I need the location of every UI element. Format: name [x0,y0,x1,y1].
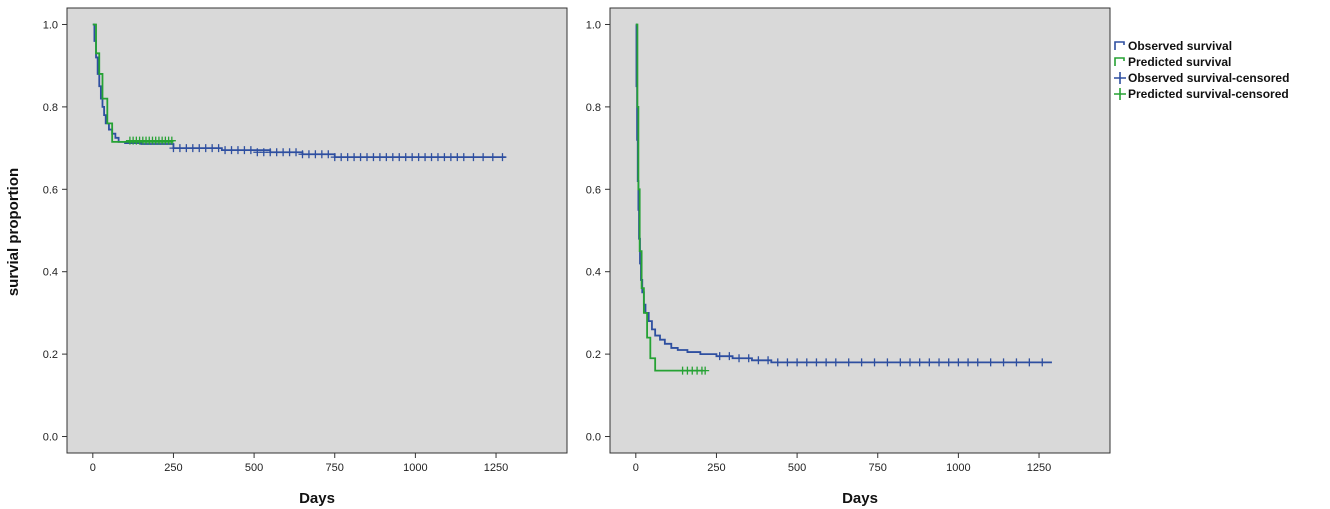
left-y-tick-label-0.6: 0.6 [43,184,58,196]
censored-point [292,148,301,157]
legend-label: Observed survival [1128,39,1232,53]
censored-point [857,358,866,367]
right-observed-survival-line [635,23,1052,364]
left-y-tick-label-0.4: 0.4 [43,267,58,279]
legend-label: Predicted survival [1128,55,1231,69]
censored-point [844,358,853,367]
left-y-tick-label-0.8: 0.8 [43,102,58,114]
right-x-tick-label-500: 500 [788,462,806,474]
legend-symbol [1114,88,1126,100]
left-x-tick-label-750: 750 [326,462,344,474]
right-x-tick-label-250: 250 [707,462,725,474]
left-predicted-censored-marks [125,136,176,145]
censored-point [764,356,773,365]
censored-point [954,358,963,367]
censored-point [915,358,924,367]
censored-point [1038,358,1047,367]
left-x-tick-label-0: 0 [90,462,96,474]
censored-point [214,144,223,153]
censored-point [802,358,811,367]
left-plot-area [66,7,568,454]
censored-point [1025,358,1034,367]
censored-point [459,153,468,162]
left-x-tick-label-1000: 1000 [403,462,427,474]
censored-point [167,136,176,145]
right-y-tick-label-0.4: 0.4 [586,267,601,279]
right-x-tick-label-1250: 1250 [1027,462,1051,474]
right-y-tick-label-1.0: 1.0 [586,19,601,31]
legend-symbol [1114,57,1125,66]
censored-point [498,153,507,162]
right-survival-chart: 0 250 500 750 1000 1250 0.0 0.2 0.4 0.6 0.8 1.0 Day… [586,7,1111,507]
legend-symbol [1114,72,1126,84]
left-x-axis-label: Days [299,490,335,507]
left-y-tick-label-1.0: 1.0 [43,19,58,31]
censored-point [479,153,488,162]
censored-point [783,358,792,367]
right-x-axis-label: Days [842,490,878,507]
censored-point [999,358,1008,367]
left-y-tick-label-0.0: 0.0 [43,432,58,444]
censored-point [973,358,982,367]
censored-point [935,358,944,367]
censored-point [870,358,879,367]
right-y-tick-label-0.6: 0.6 [586,184,601,196]
censored-point [246,146,255,155]
censored-point [883,358,892,367]
right-x-tick-label-1000: 1000 [946,462,970,474]
censored-point [701,366,710,375]
censored-point [773,358,782,367]
legend-label: Observed survival-censored [1128,71,1289,85]
censored-point [812,358,821,367]
censored-point [896,358,905,367]
censored-point [944,358,953,367]
left-x-tick-label-250: 250 [164,462,182,474]
legend-entry-4: Predicted survival-censored [1114,87,1289,101]
right-y-tick-label-0.0: 0.0 [586,432,601,444]
left-y-tick-label-0.2: 0.2 [43,349,58,361]
right-predicted-survival-line [635,23,704,372]
legend-label: Predicted survival-censored [1128,87,1289,101]
right-plot-area [609,7,1111,454]
censored-point [488,153,497,162]
left-observed-censored-marks [169,144,507,162]
censored-point [324,150,333,159]
censored-point [986,358,995,367]
legend: Observed survival Predicted survival Obser… [1114,39,1289,101]
right-predicted-censored-marks [678,366,710,375]
left-x-tick-label-1250: 1250 [484,462,508,474]
censored-point [964,358,973,367]
censored-point [754,356,763,365]
legend-entry-3: Observed survival-censored [1114,71,1289,85]
right-observed-censored-marks [715,352,1047,367]
y-axis-label: survial proportion [5,168,22,296]
right-y-tick-label-0.2: 0.2 [586,349,601,361]
censored-point [469,153,478,162]
left-survival-chart: 0 250 500 750 1000 1250 0.0 0.2 0.4 0.6 0.8 1.0 Day… [5,7,568,507]
censored-point [715,352,724,361]
censored-point [793,358,802,367]
censored-point [906,358,914,367]
left-x-tick-label-500: 500 [245,462,263,474]
right-x-tick-label-750: 750 [869,462,887,474]
left-predicted-survival-line [92,23,174,143]
right-x-tick-label-0: 0 [633,462,639,474]
censored-point [1012,358,1021,367]
censored-point [925,358,934,367]
legend-entry-2: Predicted survival [1114,55,1231,69]
right-y-tick-label-0.8: 0.8 [586,102,601,114]
censored-point [735,354,744,363]
censored-point [744,354,753,363]
censored-point [725,352,734,361]
censored-point [831,358,840,367]
legend-symbol [1114,41,1125,50]
censored-point [822,358,831,367]
legend-entry-1: Observed survival [1114,39,1232,53]
